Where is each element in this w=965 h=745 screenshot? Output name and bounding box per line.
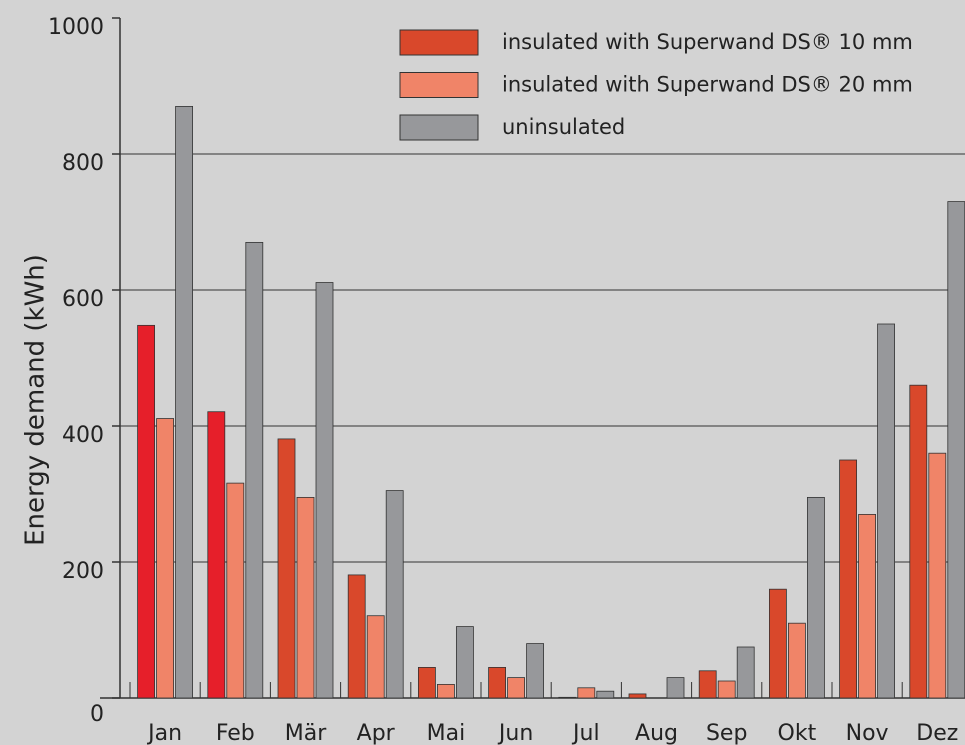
bar bbox=[137, 324, 156, 699]
bar bbox=[807, 496, 825, 699]
legend-label: uninsulated bbox=[502, 115, 625, 139]
bar bbox=[417, 667, 436, 699]
bar bbox=[596, 690, 615, 699]
x-tick-label: Jul bbox=[571, 721, 600, 745]
y-tick-label: 600 bbox=[62, 287, 104, 312]
bar bbox=[877, 323, 895, 699]
legend-swatch bbox=[399, 29, 479, 56]
bar bbox=[947, 201, 965, 699]
bar bbox=[909, 384, 928, 699]
bar bbox=[207, 411, 226, 699]
bar bbox=[315, 282, 334, 699]
bar bbox=[666, 677, 685, 699]
bar bbox=[296, 496, 315, 699]
legend-label: insulated with Superwand DS® 20 mm bbox=[502, 73, 913, 97]
bar bbox=[736, 646, 755, 699]
x-tick-label: Apr bbox=[357, 721, 396, 745]
bar bbox=[366, 615, 385, 699]
bar bbox=[858, 514, 876, 699]
legend-label: insulated with Superwand DS® 10 mm bbox=[502, 30, 913, 54]
bar bbox=[717, 680, 736, 699]
bar bbox=[928, 452, 947, 699]
x-tick-label: Okt bbox=[778, 721, 817, 745]
bar bbox=[769, 588, 787, 699]
bar bbox=[526, 643, 544, 699]
bar bbox=[455, 626, 474, 699]
bar bbox=[839, 459, 857, 699]
y-tick-label: 1000 bbox=[48, 15, 104, 40]
legend-swatch bbox=[399, 114, 479, 141]
x-tick-label: Mai bbox=[427, 721, 466, 745]
x-tick-label: Sep bbox=[706, 721, 747, 745]
x-tick-label: Jun bbox=[497, 721, 533, 745]
x-tick-label: Mär bbox=[285, 721, 327, 745]
y-tick-label: 400 bbox=[62, 423, 104, 448]
bar bbox=[558, 696, 577, 699]
bar bbox=[577, 687, 596, 699]
bar bbox=[226, 482, 245, 699]
x-tick-label: Nov bbox=[846, 721, 889, 745]
bar bbox=[385, 490, 404, 699]
bar bbox=[507, 677, 526, 699]
bar bbox=[347, 574, 366, 699]
x-tick-label: Aug bbox=[635, 721, 678, 745]
bar bbox=[436, 684, 455, 699]
x-tick-label: Jan bbox=[146, 721, 182, 745]
bar bbox=[156, 418, 175, 699]
x-tick-label: Feb bbox=[216, 721, 255, 745]
bar bbox=[277, 438, 296, 699]
bar bbox=[788, 622, 806, 699]
bar bbox=[175, 106, 194, 699]
x-tick-label: Dez bbox=[916, 721, 958, 745]
y-tick-label: 0 bbox=[90, 702, 104, 727]
bar bbox=[245, 241, 264, 699]
bar bbox=[698, 670, 717, 699]
y-tick-label: 200 bbox=[62, 559, 104, 584]
y-tick-label: 800 bbox=[62, 151, 104, 176]
bar bbox=[488, 667, 507, 699]
legend-swatch bbox=[399, 72, 479, 98]
y-axis-label: Energy demand (kWh) bbox=[21, 254, 51, 546]
bar bbox=[628, 693, 647, 699]
